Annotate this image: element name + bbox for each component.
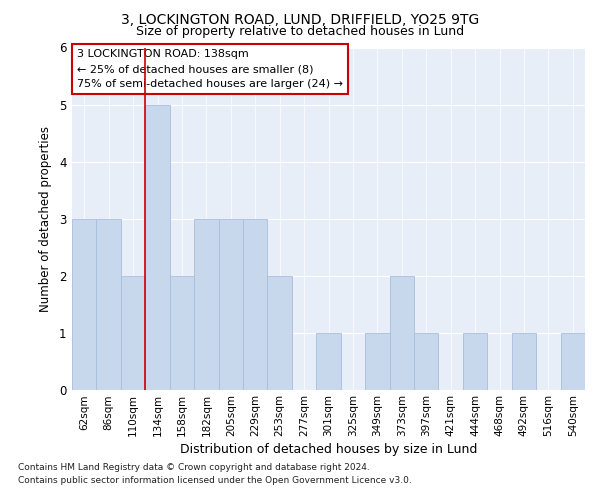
Bar — [121, 276, 145, 390]
Text: 3 LOCKINGTON ROAD: 138sqm
← 25% of detached houses are smaller (8)
75% of semi-d: 3 LOCKINGTON ROAD: 138sqm ← 25% of detac… — [77, 49, 343, 89]
Bar — [194, 219, 218, 390]
Bar — [316, 333, 341, 390]
Bar — [389, 276, 414, 390]
Bar — [170, 276, 194, 390]
Bar — [268, 276, 292, 390]
Y-axis label: Number of detached properties: Number of detached properties — [39, 126, 52, 312]
X-axis label: Distribution of detached houses by size in Lund: Distribution of detached houses by size … — [180, 443, 477, 456]
Bar — [72, 219, 97, 390]
Text: Contains public sector information licensed under the Open Government Licence v3: Contains public sector information licen… — [18, 476, 412, 485]
Bar — [512, 333, 536, 390]
Bar — [97, 219, 121, 390]
Text: Size of property relative to detached houses in Lund: Size of property relative to detached ho… — [136, 25, 464, 38]
Bar — [243, 219, 268, 390]
Bar — [365, 333, 389, 390]
Bar — [145, 104, 170, 390]
Bar — [560, 333, 585, 390]
Bar — [414, 333, 439, 390]
Bar — [218, 219, 243, 390]
Text: 3, LOCKINGTON ROAD, LUND, DRIFFIELD, YO25 9TG: 3, LOCKINGTON ROAD, LUND, DRIFFIELD, YO2… — [121, 12, 479, 26]
Bar — [463, 333, 487, 390]
Text: Contains HM Land Registry data © Crown copyright and database right 2024.: Contains HM Land Registry data © Crown c… — [18, 462, 370, 471]
